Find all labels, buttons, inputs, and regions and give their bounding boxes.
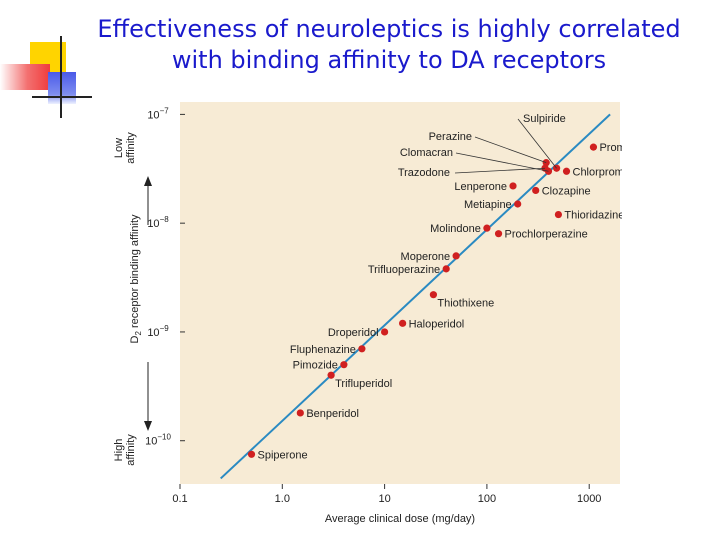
point-label: Haloperidol — [409, 318, 465, 330]
data-point — [532, 186, 540, 195]
slide-title: Effectiveness of neuroleptics is highly … — [60, 14, 718, 76]
data-point — [340, 361, 348, 369]
regression-line — [220, 113, 611, 480]
x-tick-label: 0.1 — [172, 493, 187, 505]
point-label: Prochlorperazine — [505, 229, 588, 241]
point-label: Chlorpromazine — [573, 166, 622, 178]
point-label: Clomacran — [400, 147, 453, 159]
data-point — [429, 291, 438, 299]
data-point — [589, 143, 598, 151]
y-axis-label: D2 receptor binding affinity — [129, 214, 143, 343]
y-tick-label: 10−7 — [147, 106, 169, 121]
y-axis-high-affinity-note: High — [113, 439, 125, 462]
x-axis-label: Average clinical dose (mg/day) — [325, 513, 475, 525]
data-point — [452, 252, 460, 260]
data-point — [358, 345, 366, 353]
plot-area — [180, 102, 620, 484]
callout-line — [474, 136, 547, 164]
correlation-chart: 0.1 1.0 10 100 1000 Average clinical dose (mg… — [113, 102, 622, 525]
x-tick-label: 100 — [478, 493, 496, 505]
point-label: Moperone — [401, 251, 451, 263]
slide-title-line1: Effectiveness of neuroleptics is highly … — [97, 15, 681, 43]
y-axis-low-affinity-note: affinity — [125, 132, 137, 164]
data-point — [514, 200, 522, 208]
x-tick-label: 1000 — [577, 493, 601, 505]
point-label: Spiperone — [258, 449, 308, 461]
deco-horizontal-line — [32, 96, 92, 98]
point-label: Benperidol — [306, 408, 359, 420]
point-label: Lenperone — [454, 181, 507, 193]
data-point — [247, 450, 256, 458]
data-point — [554, 210, 563, 219]
point-label: Clozapine — [542, 185, 591, 197]
deco-blue-block — [48, 72, 76, 104]
data-point — [381, 328, 389, 336]
x-tick-label: 10 — [378, 493, 390, 505]
slide-title-line2: with binding affinity to DA receptors — [171, 46, 607, 74]
point-label: Sulpiride — [523, 113, 566, 125]
point-label: Perazine — [429, 131, 472, 143]
data-point — [562, 167, 571, 175]
point-label: Molindone — [430, 223, 481, 235]
data-point — [483, 224, 491, 232]
callout-line — [517, 118, 557, 169]
y-axis-arrowhead-down — [144, 421, 152, 431]
y-tick-label: 10−8 — [147, 215, 169, 230]
point-label: Droperidol — [328, 327, 379, 339]
data-point — [442, 265, 450, 273]
y-axis-high-affinity-note: affinity — [125, 434, 137, 466]
data-point — [509, 182, 517, 190]
data-point — [552, 164, 561, 172]
point-label: Thioridazine — [564, 210, 622, 222]
data-point — [296, 409, 304, 417]
point-label: Pimozide — [293, 360, 338, 372]
y-axis-arrowhead-up — [144, 176, 152, 186]
x-tick-label: 1.0 — [275, 493, 290, 505]
callout-line — [455, 152, 549, 172]
y-tick-label: 10−9 — [147, 324, 169, 339]
data-point — [494, 230, 503, 238]
y-axis-low-affinity-note: Low — [113, 138, 125, 158]
point-label: Trifluperidol — [335, 378, 392, 390]
point-label: Metiapine — [464, 199, 512, 211]
point-label: Trifluoperazine — [368, 264, 440, 276]
deco-red-block — [0, 64, 50, 90]
point-label: Fluphenazine — [290, 344, 356, 356]
callout-line — [454, 167, 546, 174]
data-point — [327, 371, 335, 379]
point-label: Trazodone — [398, 167, 450, 179]
data-point — [399, 319, 407, 327]
y-tick-label: 10−10 — [145, 433, 171, 448]
deco-vertical-line — [60, 36, 62, 118]
point-label: Thiothixene — [437, 298, 494, 310]
point-label: Promazine — [599, 142, 622, 154]
